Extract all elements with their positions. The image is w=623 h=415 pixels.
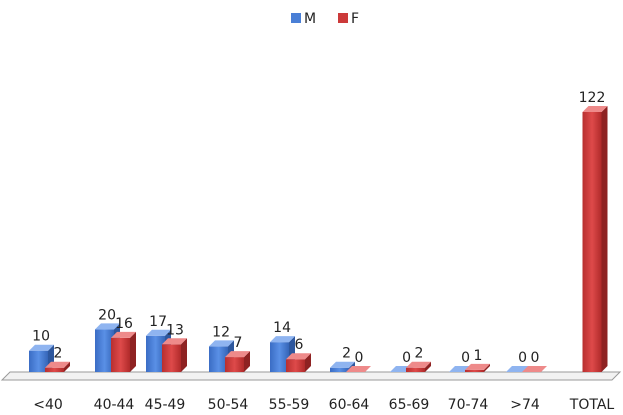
data-label-m: 17: [149, 314, 167, 330]
data-label-f: 7: [234, 335, 243, 351]
x-tick-label: 45-49: [145, 397, 186, 413]
bar-f: [582, 106, 608, 372]
legend-swatch-m: [291, 13, 301, 23]
data-label-f: 122: [579, 90, 606, 106]
data-label-f: 2: [54, 346, 63, 362]
data-label-f: 13: [166, 322, 184, 338]
x-tick-label: TOTAL: [569, 397, 615, 413]
x-tick-label: 55-59: [269, 397, 310, 413]
chart-floor: [0, 371, 622, 381]
data-label-f: 2: [415, 346, 424, 362]
data-label-m: 10: [32, 329, 50, 345]
x-tick-label: 40-44: [94, 397, 135, 413]
x-tick-label: 65-69: [389, 397, 430, 413]
data-label-m: 0: [461, 350, 470, 366]
x-tick-label: 50-54: [208, 397, 249, 413]
data-label-f: 0: [355, 350, 364, 366]
x-tick-label: >74: [510, 397, 540, 413]
data-label-f: 1: [474, 348, 483, 364]
legend-label-m: M: [304, 11, 316, 27]
legend: M F: [291, 11, 359, 27]
bar-f: [111, 331, 136, 372]
x-axis-ticks: <40 40-44 45-49 50-54 55-59 60-64 65-69 70-74 >7…: [33, 397, 614, 413]
data-label-f: 16: [115, 316, 133, 332]
data-label-f: 0: [531, 350, 540, 366]
bar-f: [225, 351, 250, 372]
data-label-m: 14: [273, 320, 291, 336]
bar-f: [45, 361, 70, 372]
data-label-m: 2: [342, 346, 351, 362]
data-label-f: 6: [295, 337, 304, 353]
bar-f: [346, 366, 371, 372]
bar-f: [465, 363, 490, 372]
bar-f: [406, 361, 431, 372]
data-label-m: 0: [518, 350, 527, 366]
data-label-m: 20: [98, 307, 116, 323]
bar-f: [522, 366, 547, 372]
x-tick-label: 70-74: [448, 397, 489, 413]
data-label-m: 12: [212, 324, 230, 340]
bar-f: [162, 338, 187, 372]
bars-layer: [29, 106, 608, 372]
bar-f: [286, 353, 311, 372]
x-tick-label: 60-64: [329, 397, 370, 413]
x-tick-label: <40: [33, 397, 63, 413]
legend-swatch-f: [338, 13, 348, 23]
data-label-m: 0: [402, 350, 411, 366]
legend-label-f: F: [351, 11, 359, 27]
